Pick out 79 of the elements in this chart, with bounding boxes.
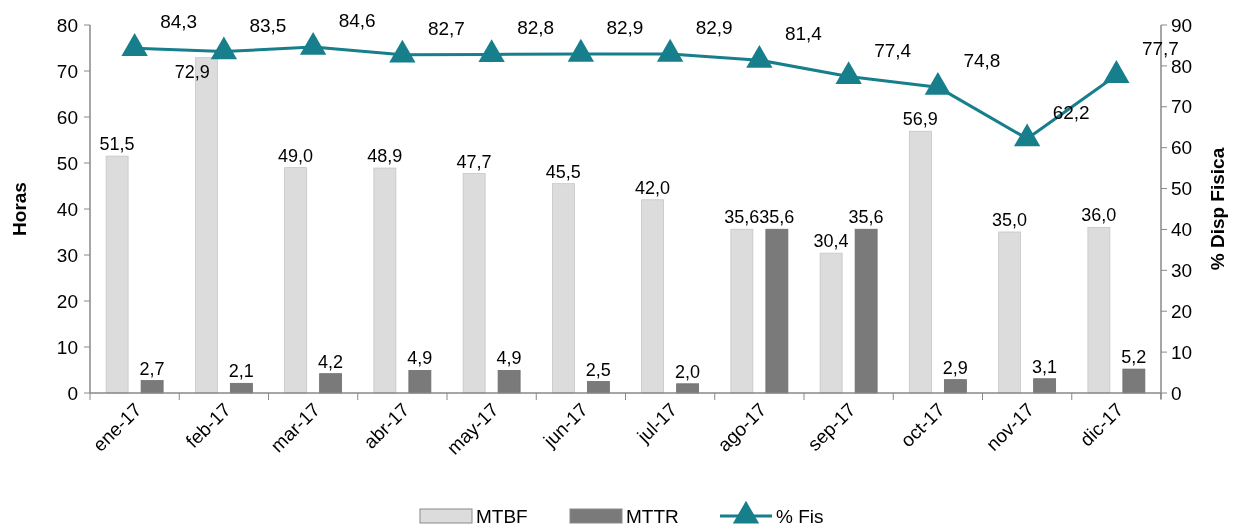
y2-axis-title: % Disp Fisica xyxy=(1207,147,1228,271)
data-label: 2,5 xyxy=(585,359,611,380)
data-label: 35,6 xyxy=(724,207,760,228)
bar xyxy=(998,231,1022,394)
y-tick-label: 0 xyxy=(67,382,78,404)
data-label: 2,9 xyxy=(942,357,968,378)
y2-tick-label: 60 xyxy=(1171,137,1193,159)
data-label: 74,8 xyxy=(963,50,1001,72)
data-label: 45,5 xyxy=(545,161,581,182)
bar xyxy=(462,173,486,394)
bar xyxy=(497,370,521,394)
bar xyxy=(373,167,397,394)
y-tick-label: 20 xyxy=(56,290,78,312)
data-label: 30,4 xyxy=(813,231,849,252)
y2-tick-label: 30 xyxy=(1171,259,1193,281)
data-label: 77,4 xyxy=(874,39,912,61)
data-label: 49,0 xyxy=(278,145,314,166)
data-label: 4,9 xyxy=(407,348,433,369)
data-label: 84,3 xyxy=(160,11,198,33)
data-label: 2,7 xyxy=(139,358,165,379)
data-label: 82,7 xyxy=(427,17,465,39)
data-label: 35,6 xyxy=(848,207,884,228)
bar xyxy=(641,199,665,394)
y2-tick-label: 50 xyxy=(1171,178,1193,200)
bar xyxy=(408,370,432,394)
bar xyxy=(551,183,575,394)
y2-tick-label: 90 xyxy=(1171,14,1193,36)
bar xyxy=(586,381,610,394)
data-label: 56,9 xyxy=(902,109,938,130)
y2-tick-label: 40 xyxy=(1171,219,1193,241)
data-label: 4,2 xyxy=(318,351,344,372)
data-label: 3,1 xyxy=(1032,356,1058,377)
data-label: 51,5 xyxy=(99,134,135,155)
bar xyxy=(1087,227,1111,394)
data-label: 84,6 xyxy=(338,10,376,32)
data-label: 5,2 xyxy=(1121,347,1147,368)
bar xyxy=(140,380,164,394)
bar xyxy=(765,228,789,394)
y-tick-label: 80 xyxy=(56,14,78,36)
data-label: 42,0 xyxy=(635,177,671,198)
bar xyxy=(819,252,843,394)
y2-tick-label: 70 xyxy=(1171,96,1193,118)
bar xyxy=(854,228,878,394)
bar xyxy=(1033,378,1057,394)
bar xyxy=(1122,368,1146,394)
legend-label: MTBF xyxy=(476,505,528,527)
bar xyxy=(676,383,700,394)
data-label: 4,9 xyxy=(496,348,522,369)
bar xyxy=(908,130,932,394)
data-label: 35,6 xyxy=(759,207,795,228)
bar xyxy=(730,228,754,394)
data-label: 2,1 xyxy=(228,361,254,382)
y-tick-label: 40 xyxy=(56,198,78,220)
y-axis-title: Horas xyxy=(9,182,30,236)
data-label: 81,4 xyxy=(784,23,823,45)
bar xyxy=(319,373,343,394)
data-label: 47,7 xyxy=(456,151,492,172)
legend-label: MTTR xyxy=(626,505,679,527)
data-label: 82,9 xyxy=(695,17,733,39)
y-tick-label: 30 xyxy=(56,244,78,266)
y-tick-label: 50 xyxy=(56,152,78,174)
bar xyxy=(105,155,129,394)
data-label: 48,9 xyxy=(367,146,403,167)
data-label: 2,0 xyxy=(675,361,701,382)
legend-label: % Fis xyxy=(776,505,824,527)
y2-tick-label: 20 xyxy=(1171,300,1193,322)
data-label: 72,9 xyxy=(174,61,210,82)
y-tick-label: 60 xyxy=(56,106,78,128)
y2-tick-label: 10 xyxy=(1171,341,1193,363)
data-label: 82,9 xyxy=(606,17,644,39)
data-label: 82,8 xyxy=(517,17,555,39)
y-tick-label: 10 xyxy=(56,336,78,358)
data-label: 36,0 xyxy=(1081,205,1117,226)
data-label: 83,5 xyxy=(249,14,287,36)
data-label: 35,0 xyxy=(992,210,1028,230)
y-tick-label: 70 xyxy=(56,60,78,82)
bar xyxy=(284,167,308,394)
bar xyxy=(943,379,967,394)
y2-tick-label: 0 xyxy=(1171,382,1182,404)
